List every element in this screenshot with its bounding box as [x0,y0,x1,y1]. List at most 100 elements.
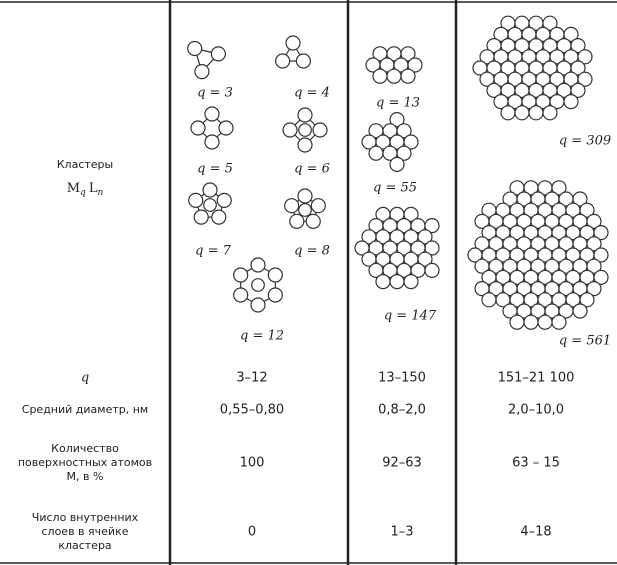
cluster-label: q = 147 [384,309,437,324]
atom [424,218,440,234]
cluster-label: q = 3 [197,86,233,101]
atom [275,53,291,69]
atom [282,122,298,138]
cluster-label: q = 561 [559,334,611,349]
atom [211,209,227,225]
atom [297,188,313,204]
atom [295,53,311,69]
atom [267,287,283,303]
atom [389,111,405,128]
atom [267,267,283,283]
row-header: поверхностных атомов [18,456,152,469]
atom [188,192,204,208]
cluster-label: q = 6 [294,162,330,177]
atom [310,198,326,214]
atom [204,106,220,122]
atom [187,40,203,57]
cluster-label: q = 8 [294,244,330,259]
cell: 151–21 100 [498,371,575,386]
row-header: Кластеры [57,158,113,171]
atom [551,314,567,330]
atom [542,105,558,121]
cell: 2,0–10,0 [508,403,564,418]
atom [297,137,313,153]
atom [251,278,265,292]
atom [305,213,321,229]
atom [417,251,433,267]
atom [403,134,419,150]
atom [586,258,602,274]
atom [396,145,412,161]
atom [190,120,206,136]
atom [572,191,588,207]
formula: Mq Ln [67,181,104,198]
atom [570,37,586,54]
atom [312,122,328,138]
cluster-label: q = 13 [376,96,420,111]
atom [403,206,419,222]
atom [577,71,593,87]
cell: 4–18 [520,525,551,540]
atom [233,267,249,283]
cluster-label: q = 309 [559,134,611,149]
atom [372,68,388,84]
atom [551,180,567,196]
cell: 0,55–0,80 [220,403,284,418]
atom [500,105,516,121]
atom [563,26,579,43]
atom [563,93,579,110]
atom [203,198,217,212]
cell: 0 [248,525,256,540]
atom [586,213,602,229]
atom [579,292,595,308]
atom [396,123,412,139]
cluster-label: q = 7 [195,244,231,259]
atom [368,145,384,161]
atom [400,68,416,84]
atom [386,68,402,84]
atom [407,57,423,73]
atom [424,240,440,256]
row-header: М, в % [67,470,104,483]
atom [375,274,391,290]
atom [250,257,266,273]
cell: 1–3 [390,525,413,540]
atom [193,209,209,225]
atom [284,198,300,214]
cluster-label: q = 4 [294,86,330,101]
cell: 3–12 [236,371,267,386]
cell: 92–63 [382,456,422,471]
atom [417,229,433,245]
cell: 13–150 [378,371,426,386]
atom [586,281,602,297]
cell: 63 – 15 [512,456,560,471]
atom [593,269,609,285]
atom [297,107,313,123]
row-header: слоев в ячейке [42,525,129,538]
atom [233,287,249,303]
atom [194,64,210,80]
atom [570,60,586,76]
atom [481,292,497,308]
atom [204,134,220,150]
atom [400,46,416,62]
bond [193,47,220,73]
atom [593,247,609,263]
atom [509,314,525,330]
atom [577,49,593,65]
atom [216,192,232,208]
atom [572,303,588,319]
atom [210,46,226,62]
cell: 100 [240,456,265,471]
atom [537,314,553,330]
atom [389,274,405,290]
row-header: кластера [58,539,111,552]
atom [528,105,544,121]
atom [593,225,609,241]
atom [570,82,586,99]
row-header: Количество [51,442,119,455]
atom [586,236,602,252]
bond [281,41,305,62]
row-header: q [81,371,89,386]
